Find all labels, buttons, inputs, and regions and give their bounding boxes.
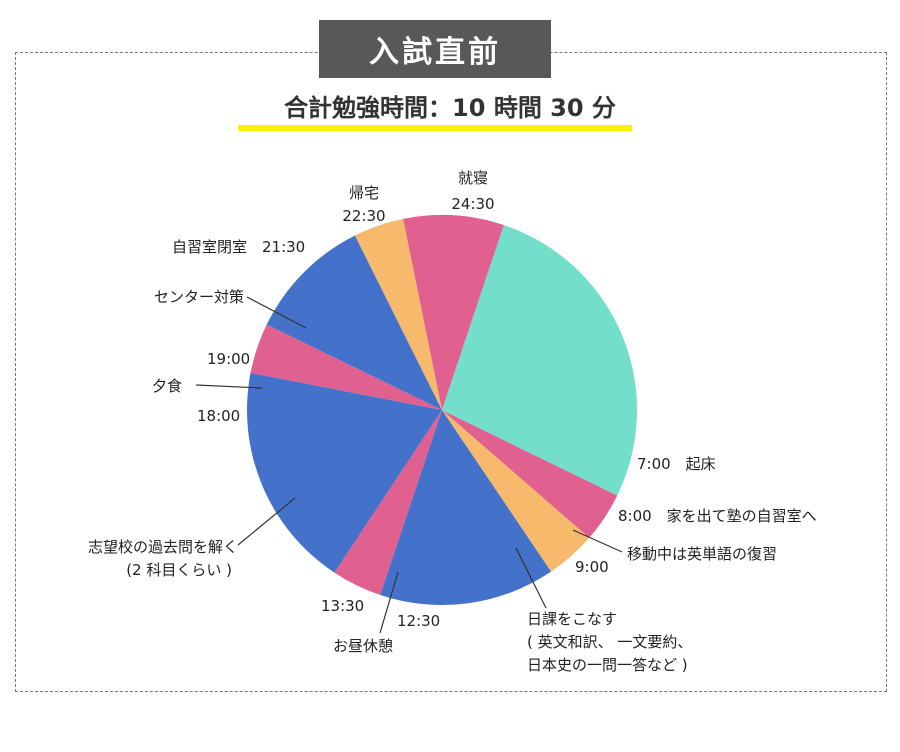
subtitle-underline [238, 125, 632, 131]
leader-line-kakomon [237, 497, 296, 546]
label-shushin-1: 就寝 [458, 169, 488, 187]
label-time-1800: 18:00 [197, 407, 240, 425]
label-ohiru: お昼休憩 [333, 637, 393, 655]
label-time-1230: 12:30 [397, 612, 440, 630]
leader-line-yushoku [195, 384, 263, 389]
label-kisho: 7:00 起床 [637, 455, 716, 473]
label-nikka-2: ( 英文和訳、 一文要約、 [527, 633, 692, 651]
pie-slice-8 [403, 214, 504, 410]
label-nikka-1: 日課をこなす [527, 610, 617, 628]
label-heishitsu: 自習室閉室 21:30 [172, 238, 305, 256]
leader-line-nikka [515, 547, 547, 609]
label-shushin-2: 24:30 [451, 195, 494, 213]
pie-slice-0 [442, 410, 618, 538]
label-ie: 8:00 家を出て塾の自習室へ [618, 507, 817, 525]
pie-slice-6 [266, 235, 442, 410]
leader-lines [195, 296, 623, 634]
pie-slice-3 [334, 410, 442, 595]
page-title: 入試直前 [319, 20, 551, 78]
pie-slice-5 [250, 324, 442, 410]
chart-subtitle: 合計勉強時間：10 時間 30 分 [284, 94, 616, 122]
label-time-1900: 19:00 [207, 350, 250, 368]
leader-line-ohiru [379, 571, 399, 634]
pie-slice-7 [354, 218, 442, 410]
leader-line-center [246, 296, 307, 329]
label-nikka-3: 日本史の一問一答など ) [527, 656, 688, 674]
pie-slice-1 [442, 410, 590, 572]
leader-line-idou [572, 529, 623, 553]
pie-slice-4 [246, 372, 442, 573]
label-center: センター対策 [154, 288, 244, 306]
pie-slices [246, 214, 637, 605]
label-kakomon-1: 志望校の過去問を解く [88, 538, 238, 556]
label-time-900: 9:00 [575, 558, 609, 576]
label-kakomon-2: (2 科目くらい ) [126, 561, 232, 579]
label-kitaku-2: 22:30 [342, 207, 385, 225]
pie-slice-2 [380, 410, 552, 605]
label-idou: 移動中は英単語の復習 [627, 545, 777, 563]
label-time-1330: 13:30 [321, 597, 364, 615]
label-yushoku: 夕食 [152, 377, 182, 395]
pie-slice-9 [442, 225, 637, 496]
label-kitaku-1: 帰宅 [349, 184, 379, 202]
